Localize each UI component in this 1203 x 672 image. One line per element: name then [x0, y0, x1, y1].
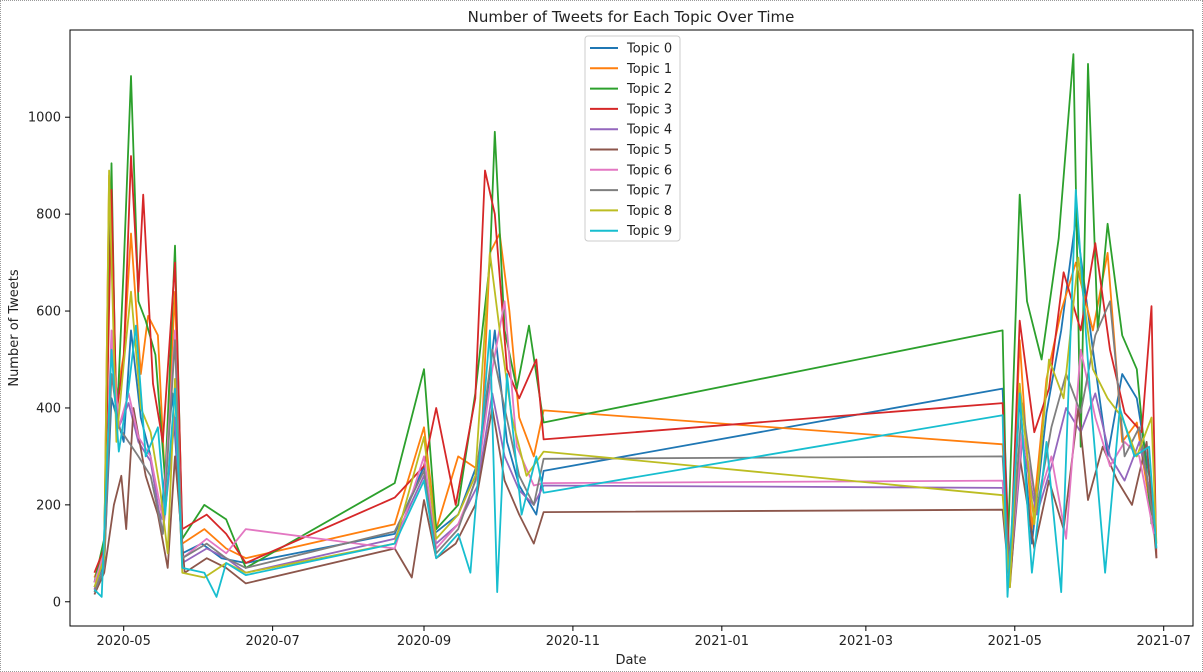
- plot-area: 2020-05 2020-07 2020-09 2020-11 2021-01 2021-…: [28, 29, 1194, 649]
- legend-label-topic-0: Topic 0: [626, 42, 672, 57]
- x-tick-label-6: 2021-05: [988, 634, 1042, 649]
- x-tick-label-3: 2020-11: [546, 634, 600, 649]
- legend-label-topic-4: Topic 4: [626, 123, 672, 138]
- legend-label-topic-5: Topic 5: [626, 143, 672, 158]
- axes-frame: [69, 29, 1194, 627]
- legend-label-topic-9: Topic 9: [626, 224, 672, 239]
- legend-label-topic-2: Topic 2: [626, 82, 672, 97]
- y-tick-label-5: 1000: [28, 111, 61, 126]
- legend-label-topic-1: Topic 1: [626, 62, 672, 77]
- y-tick-label-0: 0: [53, 595, 61, 610]
- y-tick-label-1: 200: [36, 498, 61, 513]
- series-line-topic-6: [93, 300, 1155, 583]
- series-line-topic-5: [93, 407, 1158, 595]
- x-tick-label-7: 2021-07: [1137, 634, 1191, 649]
- legend-label-topic-8: Topic 8: [626, 204, 672, 219]
- y-tick-label-2: 400: [36, 401, 61, 416]
- x-tick-label-5: 2021-03: [839, 634, 893, 649]
- chart-title: Number of Tweets for Each Topic Over Tim…: [468, 8, 795, 26]
- legend-label-topic-6: Topic 6: [626, 163, 672, 178]
- x-tick-label-2: 2020-09: [397, 634, 451, 649]
- series-line-topic-9: [93, 189, 1158, 598]
- series-line-topic-1: [93, 174, 1153, 584]
- x-axis-label: Date: [615, 653, 646, 668]
- series-line-topic-3: [93, 155, 1158, 579]
- series-line-topic-2: [93, 53, 1153, 583]
- series-line-topic-7: [93, 300, 1155, 593]
- y-axis-label: Number of Tweets: [7, 269, 22, 387]
- y-tick-label-4: 800: [36, 208, 61, 223]
- x-tick-label-4: 2021-01: [695, 634, 749, 649]
- series-line-topic-4: [93, 334, 1155, 590]
- x-tick-label-1: 2020-07: [245, 634, 299, 649]
- x-tick-label-0: 2020-05: [97, 634, 151, 649]
- y-tick-label-3: 600: [36, 305, 61, 320]
- legend-label-topic-3: Topic 3: [626, 102, 672, 117]
- legend-label-topic-7: Topic 7: [626, 184, 672, 199]
